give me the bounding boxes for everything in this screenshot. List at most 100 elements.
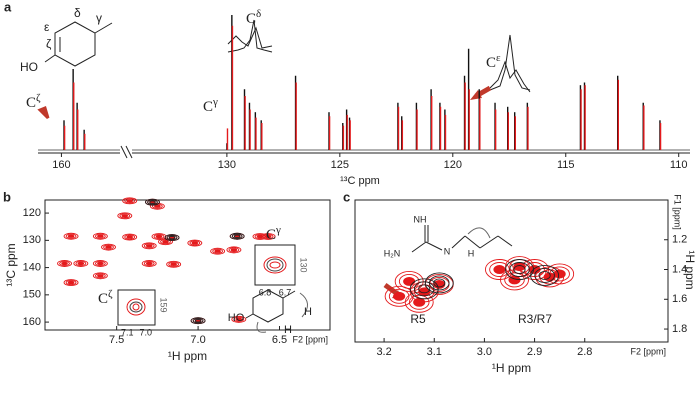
inset-tick-label: 130	[299, 257, 309, 272]
contour-level	[122, 197, 138, 205]
contour-level	[67, 234, 75, 238]
guanidine-structure	[411, 225, 513, 253]
y-unit-label: F1 [ppm]	[673, 194, 683, 230]
contour-level	[126, 199, 133, 203]
axis-break	[125, 145, 133, 159]
contour-level	[162, 240, 169, 244]
axis-break	[120, 145, 128, 159]
plot-frame	[354, 199, 669, 343]
inset-label: Cγ	[266, 224, 281, 244]
contour-level	[235, 317, 243, 322]
inset-tick-label: 6.8	[259, 287, 272, 297]
label-base: C	[203, 99, 213, 115]
contour-level	[147, 199, 158, 205]
contour-level	[409, 278, 439, 300]
contour-level	[256, 234, 264, 239]
cross-peak	[226, 246, 242, 254]
contour-level	[97, 274, 104, 278]
cross-peak	[101, 243, 116, 251]
contour-level	[160, 239, 171, 245]
contour-level	[119, 213, 131, 219]
contour-level	[413, 297, 426, 307]
inset-label: Cζ	[98, 288, 113, 308]
cross-peak	[229, 232, 245, 240]
cross-peak	[210, 247, 226, 255]
label-sup: γ	[275, 224, 281, 236]
contour-level	[122, 233, 138, 241]
contour-level	[65, 233, 77, 239]
panel-label: b	[3, 189, 11, 204]
contour-level	[59, 260, 70, 267]
contour-level	[191, 241, 199, 245]
panel-label: a	[4, 0, 12, 14]
contour-level	[61, 261, 68, 266]
contour-level	[73, 260, 89, 267]
y-tick-label: 1.8	[672, 323, 687, 335]
cross-peak	[164, 234, 180, 242]
cross-peak	[122, 233, 138, 241]
contour-level	[103, 244, 114, 250]
x-tick-label: 7.5	[109, 334, 124, 346]
contour-level	[164, 234, 180, 242]
cross-peak	[63, 232, 79, 240]
contour-level	[231, 315, 247, 323]
cross-peak	[92, 272, 108, 280]
contour-level	[151, 233, 167, 240]
peak-annotation: Cγ	[203, 96, 218, 116]
annotation: H	[304, 306, 312, 318]
contour-level	[63, 279, 79, 287]
contour-level	[403, 276, 416, 286]
cross-peak	[231, 315, 247, 323]
contour-level	[124, 198, 136, 204]
cross-peak	[122, 197, 138, 205]
contour-level	[189, 240, 201, 246]
contour-level	[530, 265, 560, 286]
contour-level	[117, 212, 133, 220]
contour-level	[154, 204, 161, 208]
x-tick-label: 6.5	[272, 334, 287, 346]
cross-peak	[73, 260, 89, 267]
structure-label: ζ	[46, 37, 52, 51]
inset-tick-label: 7.1	[121, 327, 134, 337]
arrow	[37, 105, 50, 120]
x-tick-label: 115	[557, 159, 575, 171]
contour-level	[95, 273, 106, 279]
contour-level	[141, 260, 157, 267]
contour-level	[233, 316, 245, 322]
contour-level	[126, 235, 133, 239]
phenol-structure	[44, 21, 113, 67]
inset-frame	[117, 289, 156, 326]
y-tick-label: 120	[23, 207, 41, 219]
contour-level	[424, 272, 454, 294]
x-tick-label: 160	[52, 159, 70, 171]
contour-level	[92, 232, 108, 240]
contour-level	[504, 272, 525, 288]
contour-level	[77, 261, 85, 266]
x-axis-label: ¹H ppm	[492, 361, 531, 375]
contour-level	[145, 244, 153, 248]
contour-level	[166, 260, 182, 268]
contour-level	[534, 268, 555, 283]
y-tick-label: 1.4	[672, 263, 687, 275]
cross-peak	[117, 212, 133, 220]
annotation: N	[444, 246, 451, 256]
x-tick-label: 2.8	[577, 346, 592, 358]
contour-level	[230, 248, 238, 252]
y-axis-label: ¹H ppm	[683, 250, 696, 289]
contour-level	[143, 260, 155, 267]
y-axis-label: ¹³C ppm	[4, 243, 18, 286]
contour-level	[509, 262, 530, 277]
cross-peak	[530, 265, 560, 286]
cross-peak	[485, 259, 514, 280]
contour-level	[393, 291, 406, 301]
inset-trace	[489, 34, 531, 91]
contour-level	[210, 247, 226, 255]
structure-label: ε	[44, 20, 50, 34]
inset-tick-label: 6.7	[279, 287, 292, 297]
annotation: H	[284, 324, 292, 336]
cross-peak	[92, 260, 108, 267]
contour-level	[214, 249, 221, 253]
x-tick-label: 2.9	[527, 346, 542, 358]
contour-level	[105, 245, 112, 249]
